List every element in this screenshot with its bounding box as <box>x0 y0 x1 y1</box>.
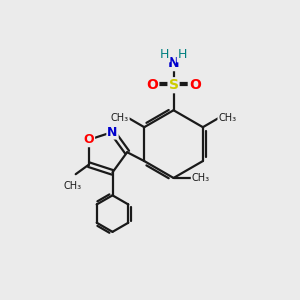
Text: N: N <box>107 125 118 139</box>
Text: CH₃: CH₃ <box>192 173 210 183</box>
Text: CH₃: CH₃ <box>111 113 129 123</box>
Text: S: S <box>169 78 178 92</box>
Text: CH₃: CH₃ <box>218 113 236 123</box>
Text: O: O <box>189 78 201 92</box>
Text: CH₃: CH₃ <box>64 181 82 191</box>
Text: O: O <box>146 78 158 92</box>
Text: H: H <box>178 48 187 62</box>
Text: N: N <box>168 56 179 70</box>
Text: H: H <box>160 48 169 62</box>
Text: O: O <box>83 133 94 146</box>
